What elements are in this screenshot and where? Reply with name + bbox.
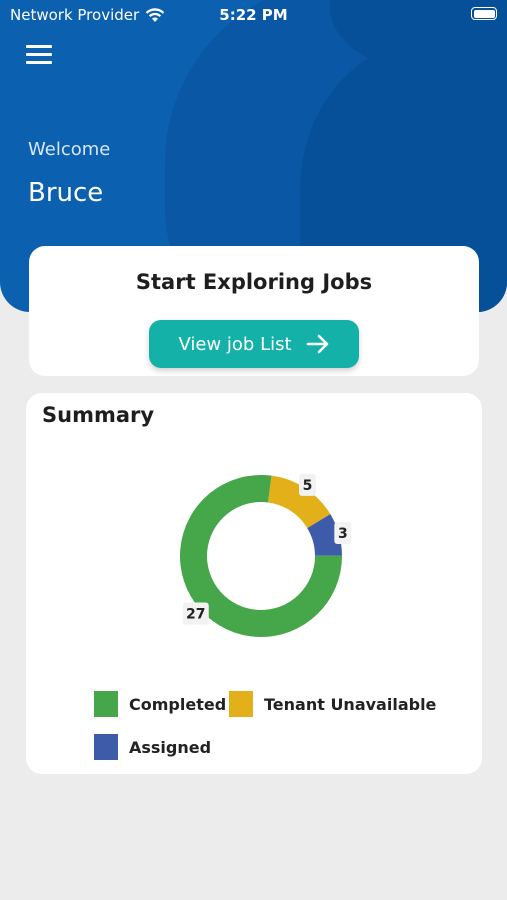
- data-label-assigned: 3: [334, 522, 352, 545]
- arrow-right-icon: [306, 334, 328, 354]
- wifi-icon: [145, 7, 165, 22]
- donut-slice-assigned: [307, 514, 342, 556]
- jobs-card: Start Exploring Jobs View job List: [29, 246, 479, 376]
- legend-label-tenant-unavailable: Tenant Unavailable: [264, 694, 437, 714]
- data-label-tenant-unavailable: 5: [298, 473, 316, 496]
- summary-donut-chart: 5 3 27: [180, 473, 352, 637]
- legend-item-completed: Completed: [94, 691, 226, 717]
- legend-label-completed: Completed: [129, 694, 227, 714]
- view-job-list-button[interactable]: View job List: [149, 320, 359, 368]
- status-time: 5:22 PM: [219, 6, 288, 24]
- data-label-completed: 27: [182, 602, 209, 625]
- legend-swatch-completed: [94, 691, 118, 717]
- data-label-background: [334, 522, 352, 545]
- welcome-label: Welcome: [28, 139, 111, 160]
- battery-level: [473, 9, 495, 18]
- legend-label-assigned: Assigned: [129, 737, 212, 757]
- status-bar: Network Provider 5:22 PM: [0, 0, 507, 32]
- menu-line: [26, 53, 52, 56]
- carrier-info: Network Provider: [10, 6, 165, 24]
- data-label-text-tenant-unavailable: 5: [303, 478, 313, 494]
- legend-swatch-tenant-unavailable: [229, 691, 253, 717]
- donut-slice-completed: [180, 475, 342, 637]
- view-job-list-label: View job List: [178, 333, 292, 355]
- legend-item-assigned: Assigned: [94, 734, 211, 760]
- donut-slice-tenant-unavailable: [268, 475, 331, 529]
- carrier-name: Network Provider: [10, 6, 140, 24]
- data-label-background: [182, 602, 209, 625]
- jobs-card-title: Start Exploring Jobs: [135, 270, 373, 294]
- summary-card: Summary 5 3 27 Completed Tenant Unavailabl…: [26, 393, 482, 774]
- data-label-text-completed: 27: [186, 607, 205, 623]
- legend-swatch-assigned: [94, 734, 118, 760]
- hamburger-menu-icon[interactable]: [26, 45, 52, 65]
- data-label-background: [298, 473, 316, 496]
- legend-item-tenant-unavailable: Tenant Unavailable: [229, 691, 436, 717]
- battery-icon: [471, 7, 497, 20]
- summary-title: Summary: [42, 403, 155, 427]
- user-name: Bruce: [28, 178, 104, 208]
- menu-line: [26, 45, 52, 48]
- menu-line: [26, 61, 52, 64]
- data-label-text-assigned: 3: [338, 526, 348, 542]
